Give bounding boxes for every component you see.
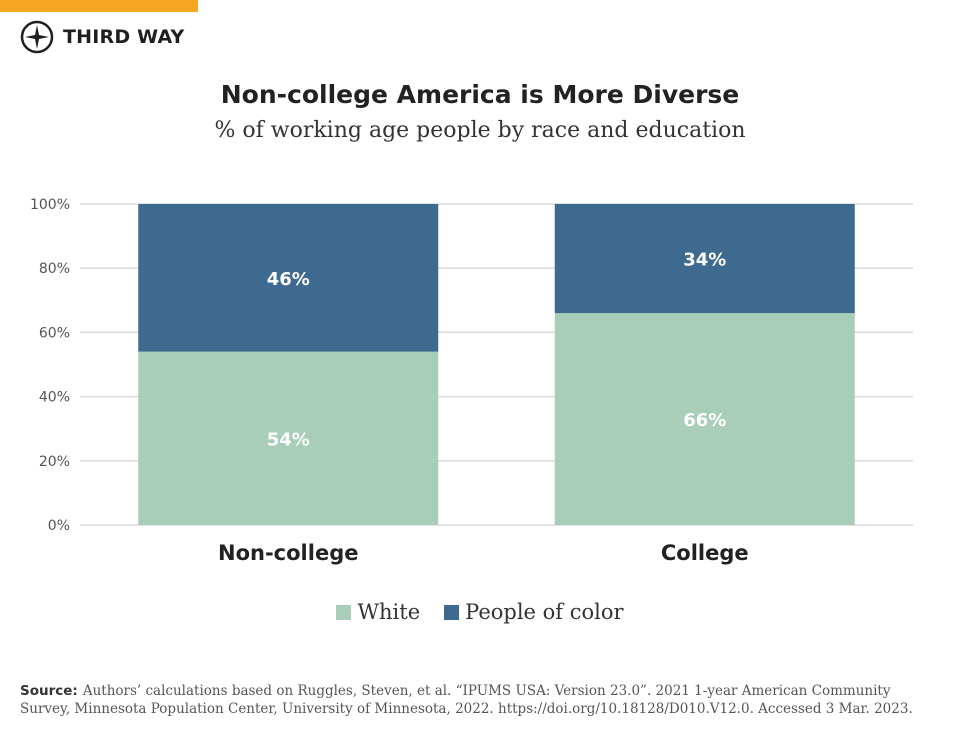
legend-item-poc: People of color <box>444 600 624 624</box>
data-label: 54% <box>267 429 310 450</box>
brand-name: THIRD WAY <box>63 26 185 48</box>
bar-segment <box>138 351 439 525</box>
y-tick-label: 40% <box>39 390 70 406</box>
data-label: 34% <box>683 250 726 271</box>
y-tick-label: 0% <box>48 518 70 534</box>
accent-bar <box>0 0 198 12</box>
legend-swatch-white <box>336 604 352 620</box>
legend-label-white: White <box>357 600 421 624</box>
chart-subtitle: % of working age people by race and educ… <box>214 118 746 143</box>
data-label: 66% <box>683 410 726 431</box>
legend: White People of color <box>0 600 960 624</box>
y-tick-label: 20% <box>39 454 70 470</box>
bar-segment <box>138 204 439 352</box>
legend-swatch-poc <box>444 604 460 620</box>
y-tick-label: 80% <box>39 261 70 277</box>
source-text: Authors’ calculations based on Ruggles, … <box>20 683 913 717</box>
bar-segment <box>554 204 855 314</box>
y-tick-label: 100% <box>30 197 70 213</box>
data-label: 46% <box>267 269 310 290</box>
chart-title: Non-college America is More Diverse <box>220 80 740 109</box>
stacked-bar-chart: 0% 20% 40% 60% 80% 100% 54% 46% Non-college 66% 34… <box>30 197 913 565</box>
legend-label-poc: People of color <box>465 600 624 624</box>
x-category-label: Non-college <box>218 541 358 565</box>
bar-segment <box>554 313 855 525</box>
brand-logo: THIRD WAY <box>20 20 185 54</box>
source-label: Source: <box>20 683 78 699</box>
x-category-label: College <box>661 541 749 565</box>
legend-item-white: White <box>336 600 420 624</box>
y-tick-label: 60% <box>39 325 70 341</box>
source-note: Source: Authors’ calculations based on Ru… <box>20 682 940 718</box>
compass-icon <box>20 20 54 54</box>
